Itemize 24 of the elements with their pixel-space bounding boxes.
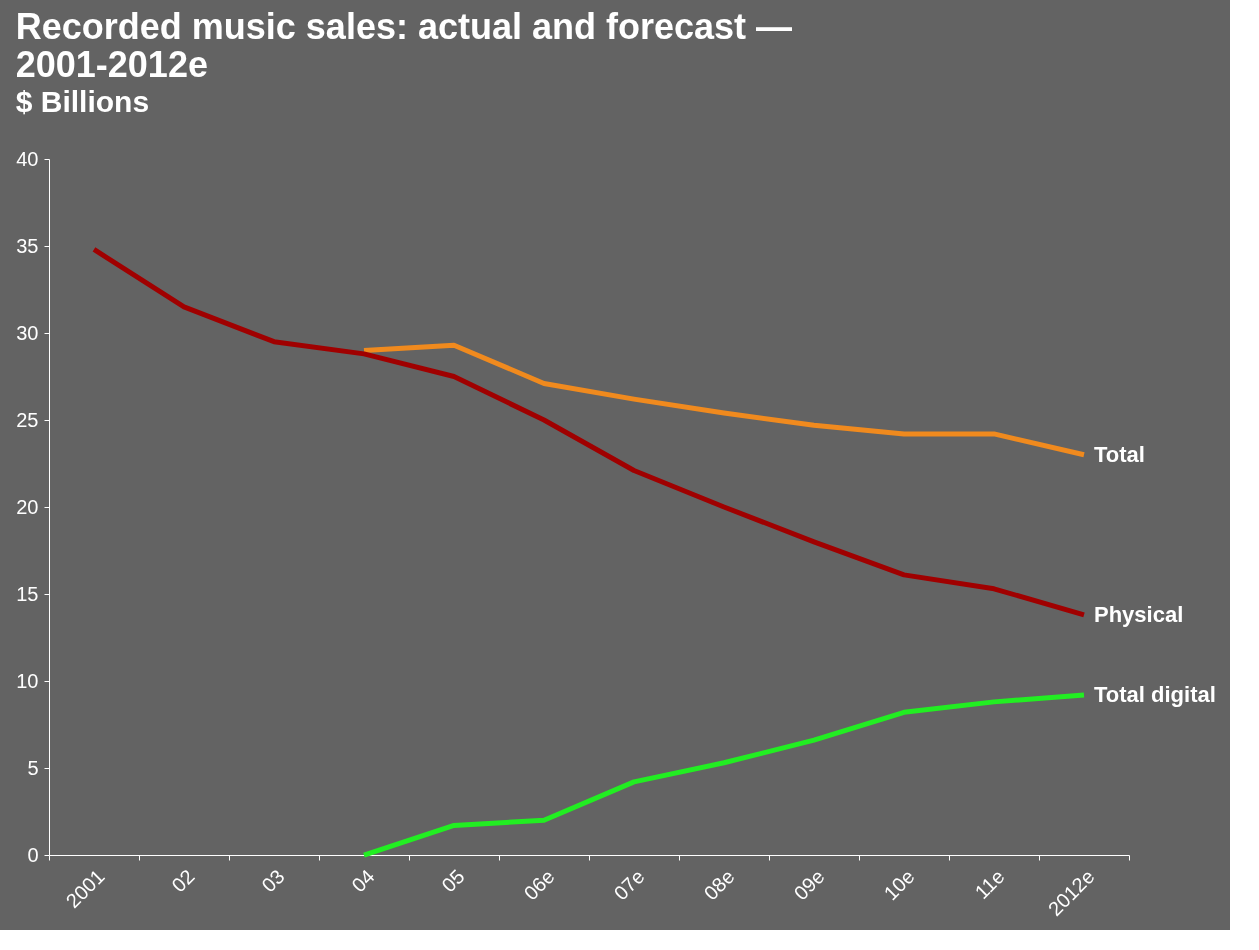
x-tick-label: 04 [347, 865, 379, 897]
y-tick-label: 15 [16, 582, 39, 605]
x-tick-label: 09e [789, 865, 829, 905]
y-tick-label: 40 [16, 147, 39, 170]
chart-title: Recorded music sales: actual and forecast — 2001-2012e [15, 6, 793, 85]
series-label: Total digital [1094, 681, 1216, 707]
x-tick-label: 07e [609, 865, 649, 905]
y-tick-label: 25 [16, 408, 39, 431]
x-tick-label: 08e [699, 865, 739, 905]
x-tick-label: 11e [970, 865, 1009, 904]
x-tick-label: 06e [519, 865, 559, 905]
x-tick-label: 03 [257, 865, 289, 897]
x-tick-label: 10e [879, 865, 919, 905]
series-label: Physical [1094, 601, 1184, 627]
y-tick-label: 5 [27, 756, 39, 779]
y-tick-label: 30 [16, 321, 39, 344]
series-label: Total [1094, 441, 1145, 467]
x-tick-label: 05 [437, 865, 469, 897]
y-tick-label: 20 [16, 495, 39, 518]
y-tick-label: 35 [16, 234, 39, 257]
y-tick-label: 10 [16, 669, 39, 692]
x-tick-label: 02 [167, 865, 199, 897]
y-tick-label: 0 [27, 843, 39, 866]
chart-subtitle: $ Billions [15, 85, 150, 118]
